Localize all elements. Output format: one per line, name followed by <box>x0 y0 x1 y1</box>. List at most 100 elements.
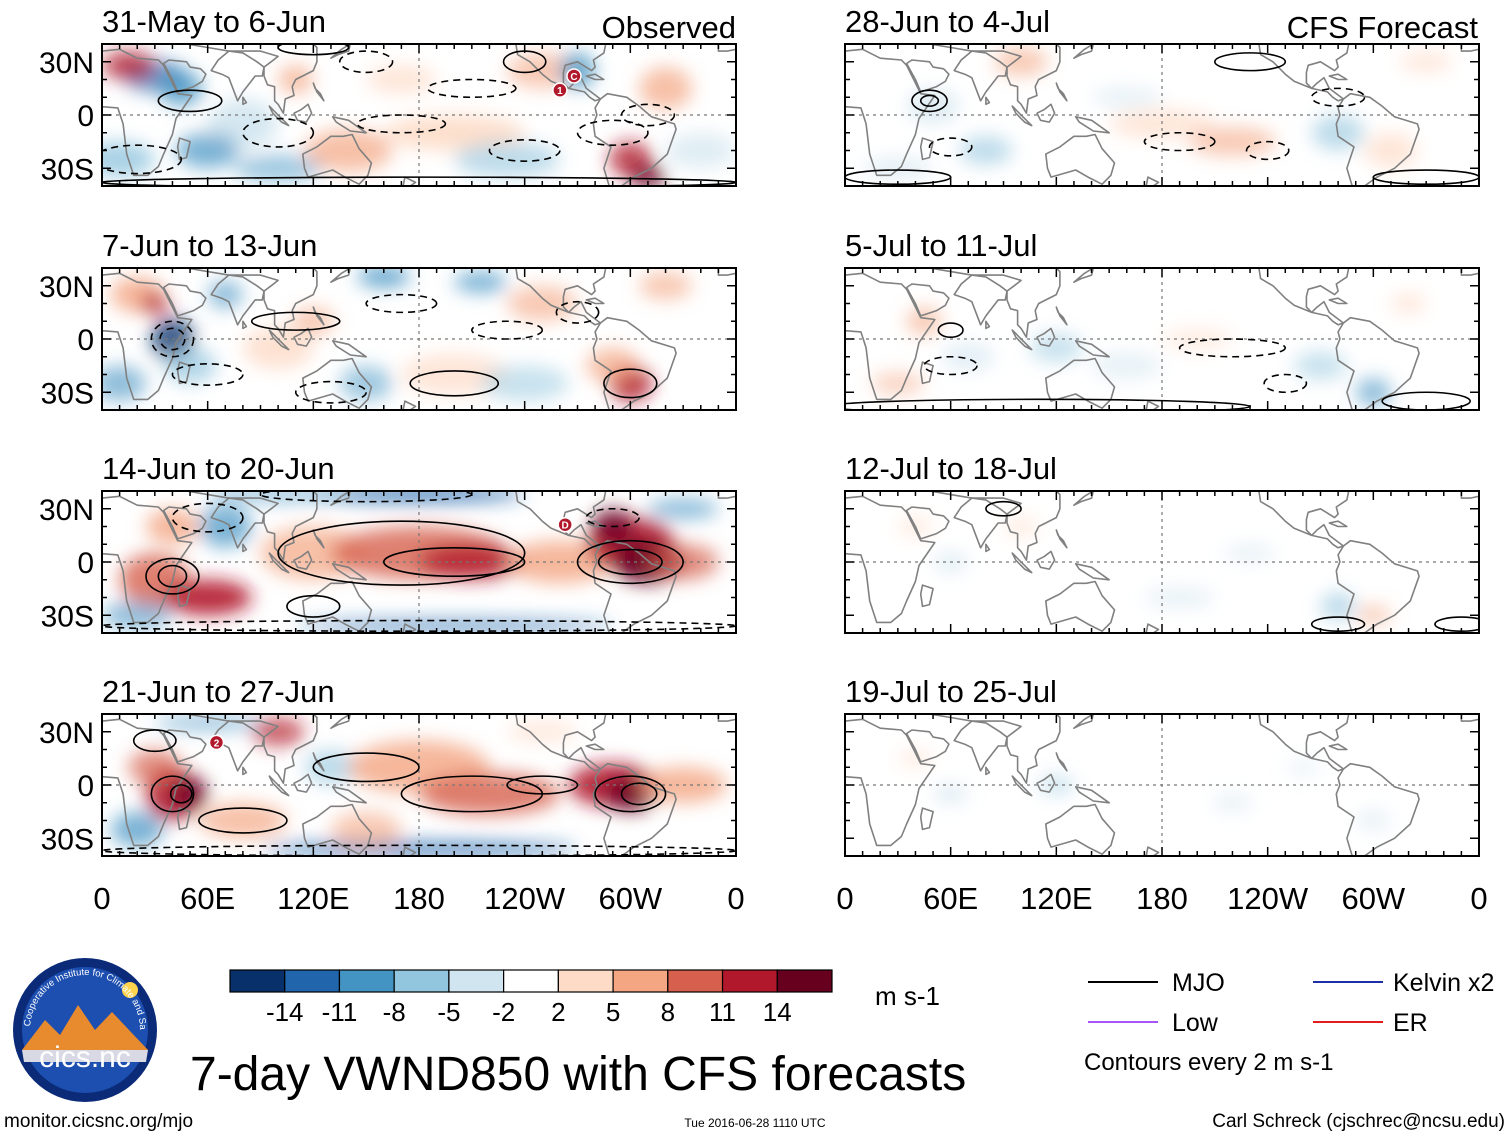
storm-marker-label: C <box>570 72 577 83</box>
panel-date-label: 12-Jul to 18-Jul <box>845 451 1057 486</box>
contour-line <box>382 546 526 577</box>
coastline-samerica <box>592 92 677 186</box>
anomaly-cell <box>507 721 578 743</box>
coastline-nzealand <box>402 846 417 856</box>
map-panel-2: 30N 0 30S 7-Jun to 13-Jun <box>39 228 737 411</box>
anomaly-cell <box>1285 758 1321 777</box>
coastline-samerica <box>1335 762 1420 856</box>
coastline-nzealand <box>402 176 417 186</box>
longitude-tick-label: 0 <box>93 881 110 916</box>
map-panel-4: 30N 0 30S 21-Jun to 27-Jun 2 <box>39 674 737 857</box>
anomaly-cell <box>862 157 934 179</box>
longitude-tick-label: 120W <box>1227 881 1309 916</box>
anomaly-cell <box>480 365 569 402</box>
anomaly-cell <box>1399 51 1453 73</box>
coastline-arabia <box>905 729 950 763</box>
coastline-australia <box>1045 580 1116 633</box>
contour-line <box>356 114 447 134</box>
longitude-tick-label: 180 <box>393 881 445 916</box>
contour-line <box>911 89 948 113</box>
coastline-sumatra <box>268 105 290 127</box>
coastline-africa <box>102 495 193 624</box>
latitude-tick-label: 30S <box>41 600 94 633</box>
contour-line <box>171 363 244 386</box>
coastline-namerica <box>1258 491 1350 549</box>
coastline-japan <box>330 268 352 284</box>
coastline-sumatra <box>268 329 290 351</box>
coastline-nzealand <box>1145 846 1160 856</box>
latitude-tick-label: 30S <box>41 153 94 186</box>
anomaly-shading <box>871 292 1427 407</box>
coastline-sumatra <box>268 552 290 574</box>
contour-line <box>620 103 676 127</box>
colorbar-tick-label: 8 <box>661 997 675 1027</box>
map-panel-7: 12-Jul to 18-Jul <box>844 451 1480 634</box>
map-panel-6: 5-Jul to 11-Jul <box>844 228 1480 411</box>
coastline-asia <box>928 268 1061 339</box>
coastline-philippines <box>312 752 325 772</box>
anomaly-cell <box>198 802 287 839</box>
contour-line <box>159 327 186 351</box>
coastline-africa <box>845 495 936 624</box>
coastline-namerica <box>515 491 607 549</box>
coastline-arabia <box>162 283 207 317</box>
longitude-tick-label: 120E <box>277 881 349 916</box>
coastline-australia <box>301 580 373 633</box>
coastline-nzealand <box>1145 400 1160 410</box>
coastlines <box>845 268 1479 410</box>
coastline-japan <box>1073 44 1095 60</box>
coastline-newguinea <box>1074 785 1110 804</box>
coastline-philippines <box>1055 306 1068 326</box>
coastline-arabia <box>162 506 207 540</box>
contour-line <box>171 502 244 533</box>
anomaly-cell <box>163 579 252 616</box>
coastline-madagascar <box>919 807 934 831</box>
coastline-madagascar <box>919 361 934 385</box>
coastline-srilanka <box>242 320 248 330</box>
anomaly-cell <box>1091 86 1163 108</box>
longitude-tick-label: 60E <box>923 881 978 916</box>
coastline-sumatra <box>1011 105 1033 127</box>
coastline-asia <box>185 714 318 785</box>
contour-line <box>286 594 341 618</box>
coastline-newguinea <box>331 116 368 134</box>
coastline-japan <box>1073 268 1095 284</box>
map-panel-5: 28-Jun to 4-Jul <box>844 4 1480 187</box>
anomaly-shading <box>897 749 1391 832</box>
coastline-samerica <box>592 539 677 633</box>
coastlines <box>845 491 1479 633</box>
contour-line <box>1263 373 1308 394</box>
latitude-tick-label: 0 <box>77 547 94 580</box>
anomaly-cell <box>1188 127 1277 156</box>
coastline-australia <box>301 357 373 410</box>
contour-line <box>594 775 667 813</box>
colorbar-tick-label: -14 <box>266 997 304 1027</box>
storm-marker-label: 2 <box>214 738 220 749</box>
anomaly-cell <box>647 498 719 520</box>
longitude-tick-label: 120E <box>1020 881 1092 916</box>
contour-line <box>919 94 940 107</box>
contour-line <box>985 500 1022 517</box>
coastline-philippines <box>1055 752 1068 772</box>
colorbar-swatch <box>667 969 724 993</box>
latitude-tick-label: 0 <box>77 770 94 803</box>
coastline-cuba <box>585 743 605 751</box>
coastline-nzealand <box>1145 176 1160 186</box>
coastline-australia <box>1045 133 1116 185</box>
contour-line <box>555 300 600 324</box>
longitude-tick-label: 60W <box>598 881 662 916</box>
colorbar-swatch <box>557 969 614 993</box>
contour-line <box>277 520 526 586</box>
footer-author: Carl Schreck (cjschrec@ncsu.edu) <box>1212 1111 1505 1132</box>
contour-line <box>169 784 193 804</box>
coastline-nzealand <box>402 400 417 410</box>
colorbar-swatch <box>503 969 559 993</box>
longitude-tick-label: 120W <box>484 881 566 916</box>
coastline-srilanka <box>242 543 248 553</box>
coastline-sumatra <box>1011 775 1033 797</box>
coastline-cuba <box>585 73 605 81</box>
longitude-tick-label: 0 <box>836 881 853 916</box>
coastline-namerica <box>515 44 607 102</box>
storm-marker-label: 1 <box>557 86 563 97</box>
